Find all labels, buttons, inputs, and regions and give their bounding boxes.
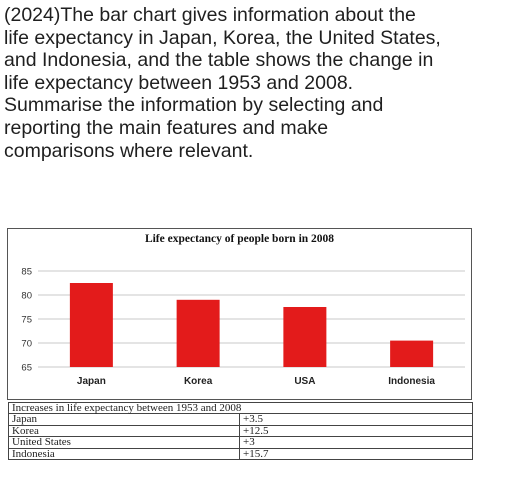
- chart-plot-area: 65 70 75 80 85 Japan Korea USA Indonesia: [21, 267, 465, 387]
- bar-chart: Life expectancy of people born in 2008 6…: [7, 228, 472, 400]
- table-row: United States +3: [8, 436, 473, 449]
- y-tick-label: 65: [21, 363, 32, 374]
- y-tick-label: 80: [21, 291, 32, 302]
- x-category-label: Indonesia: [388, 376, 435, 387]
- y-tick-label: 75: [21, 315, 32, 326]
- table-cell-country: Indonesia: [8, 447, 240, 461]
- table-row: Indonesia +15.7: [8, 447, 473, 461]
- task-prompt: (2024)The bar chart gives information ab…: [4, 4, 441, 162]
- y-tick-label: 70: [21, 339, 32, 350]
- table-row: Korea +12.5: [8, 424, 473, 438]
- table-header-row: Increases in life expectancy between 195…: [8, 401, 473, 415]
- table-header: Increases in life expectancy between 195…: [8, 401, 473, 415]
- x-category-label: Japan: [77, 376, 106, 387]
- life-expectancy-change-table: Increases in life expectancy between 195…: [8, 401, 473, 461]
- table-cell-country: Japan: [8, 413, 240, 426]
- bar: [390, 340, 434, 367]
- table-cell-country: United States: [8, 436, 240, 449]
- bar: [176, 299, 220, 367]
- table-cell-increase: +3.5: [239, 413, 473, 426]
- bar: [69, 283, 113, 367]
- y-tick-label: 85: [21, 267, 32, 278]
- chart-title: Life expectancy of people born in 2008: [144, 233, 335, 245]
- x-category-label: Korea: [184, 376, 213, 387]
- table-cell-increase: +3: [239, 436, 473, 449]
- table-cell-increase: +12.5: [239, 424, 473, 438]
- x-category-label: USA: [294, 376, 315, 387]
- bar: [283, 307, 327, 367]
- table-cell-increase: +15.7: [239, 447, 473, 461]
- table-cell-country: Korea: [8, 424, 240, 438]
- table-row: Japan +3.5: [8, 413, 473, 426]
